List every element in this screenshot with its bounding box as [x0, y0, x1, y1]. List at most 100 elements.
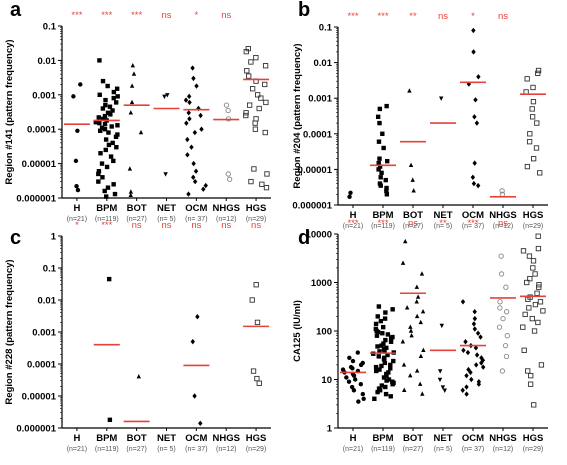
panel-a-n-label: (n= 37) — [185, 216, 207, 223]
panel-b-y-tick-label: 0.00001 — [298, 165, 333, 176]
panel-d-point-bot — [409, 333, 414, 338]
panel-d-point-nhgs — [500, 315, 506, 322]
panel-a-point-hgs — [248, 178, 254, 185]
panel-a-point-hgs — [253, 116, 259, 122]
panel-a-y-tick-label: 0.00001 — [22, 159, 57, 170]
panel-d-point-hgs — [540, 308, 546, 314]
panel-b-n-label: (n=21) — [343, 223, 363, 230]
panel-c-point-hgs — [249, 297, 255, 303]
panel-d-point-hgs — [532, 271, 538, 277]
panel-d-point-h — [347, 355, 352, 361]
panel-a-point-h — [71, 94, 76, 99]
panel-b-y-tick-label: 0.01 — [314, 58, 333, 69]
panel-d-point-bpm — [375, 389, 380, 395]
panel-d-point-bpm — [388, 394, 393, 399]
panel-a-point-hgs — [262, 129, 268, 136]
panel-a-point-bpm — [114, 144, 119, 150]
panel-a-point-ocm — [183, 97, 189, 103]
panel-d-point-bot — [420, 391, 425, 396]
panel-d-x-tick-label: HGS — [523, 433, 544, 444]
panel-a-point-bpm — [103, 97, 108, 103]
panel-a-point-bot — [128, 110, 133, 115]
panel-d-point-ocm — [474, 352, 480, 358]
panel-a-point-hgs — [249, 86, 256, 92]
panel-a-point-hgs — [263, 99, 269, 106]
panel-b-point-ocm — [476, 74, 481, 80]
panel-a-point-bpm — [103, 147, 108, 153]
panel-d-point-bpm — [386, 377, 392, 382]
panel-d-point-ocm — [472, 315, 478, 322]
panel-a-x-tick-label: BPM — [96, 203, 117, 214]
panel-a-point-bpm — [110, 140, 115, 146]
panel-c-n-label: (n= 5) — [157, 446, 175, 453]
panel-d-point-h — [350, 366, 355, 371]
panel-d-point-hgs — [527, 276, 533, 282]
panel-c-n-label: (n=119) — [95, 446, 119, 453]
panel-a-point-bpm — [96, 115, 101, 120]
panel-a-n-label: (n= 5) — [157, 216, 175, 223]
panel-a-point-bpm — [111, 182, 116, 187]
panel-a-point-hgs — [256, 105, 262, 112]
panel-d-point-ocm — [473, 362, 479, 368]
panel-c-y-tick-label: 0.0001 — [27, 360, 57, 371]
panel-a-point-bot — [138, 129, 144, 135]
panel-d-point-nhgs — [496, 324, 503, 330]
panel-d-significance-label: ** — [439, 218, 447, 229]
panel-a-point-bpm — [96, 169, 102, 174]
panel-d-point-hgs — [520, 248, 527, 254]
panel-b-point-bpm — [380, 131, 385, 136]
panel-a-point-bpm — [115, 94, 120, 99]
panel-d-point-hgs — [524, 279, 530, 286]
panel-d-x-tick-label: H — [350, 433, 357, 444]
panel-b-point-bpm — [384, 192, 390, 197]
panel-a-y-tick-label: 0.01 — [38, 56, 57, 67]
panel-a-point-bpm — [99, 161, 105, 166]
panel-a-point-bpm — [104, 164, 110, 170]
panel-d-point-net — [439, 323, 445, 329]
panel-d-point-ocm — [463, 339, 468, 345]
panel-a-point-nhgs — [223, 102, 230, 108]
panel-c-y-tick-label: 0.01 — [38, 296, 57, 307]
panel-d-point-bpm — [377, 367, 382, 372]
panel-a-point-ocm — [199, 126, 204, 132]
panel-a-point-h — [75, 187, 81, 193]
panel-a-point-bot — [129, 83, 135, 88]
panel-b-point-bpm — [381, 145, 386, 151]
panel-a-point-hgs — [246, 73, 252, 79]
panel-d-point-ocm — [471, 321, 477, 327]
panel-a-point-hgs — [262, 63, 269, 69]
panel-b-point-bpm — [383, 177, 388, 183]
panel-d-point-bpm — [379, 363, 384, 369]
panel-b-y-tick-label: 0.1 — [319, 23, 333, 34]
panel-d-point-ocm — [472, 326, 478, 332]
panel-d-point-bpm — [375, 314, 380, 319]
panel-a-point-bpm — [106, 142, 112, 148]
panel-d-point-bpm — [383, 310, 388, 315]
panel-a-point-bpm — [111, 158, 116, 164]
panel-a-point-bpm — [114, 86, 120, 91]
panel-d-point-hgs — [527, 381, 534, 387]
panel-d-point-bot — [420, 308, 426, 314]
panel-d-point-ocm — [472, 308, 477, 315]
panel-d-point-ocm — [479, 360, 484, 366]
panel-a-point-bpm — [104, 194, 109, 199]
panel-d-point-hgs — [538, 362, 545, 368]
panel-d-point-bpm — [374, 333, 380, 338]
panel-b-n-label: (n= 37) — [462, 223, 484, 230]
panel-b-significance-label: *** — [347, 11, 358, 22]
panel-d-point-bpm — [375, 329, 381, 335]
panel-a-point-bpm — [100, 106, 106, 111]
panel-d-point-bpm — [382, 316, 388, 321]
panel-c-point-hgs — [253, 282, 259, 288]
panel-a-point-bpm — [112, 191, 118, 197]
panel-a-n-label: (n=12) — [216, 216, 236, 223]
panel-d-point-nhgs — [499, 368, 506, 374]
panel-a-point-hgs — [259, 181, 265, 187]
panel-a-point-ocm — [191, 75, 196, 82]
panel-d-point-nhgs — [502, 342, 509, 349]
panel-b-point-hgs — [537, 170, 543, 176]
panel-a-x-tick-label: H — [73, 203, 80, 214]
panel-d-point-ocm — [468, 369, 473, 376]
panel-a-point-bpm — [93, 119, 98, 125]
panel-a-point-ocm — [186, 191, 191, 197]
